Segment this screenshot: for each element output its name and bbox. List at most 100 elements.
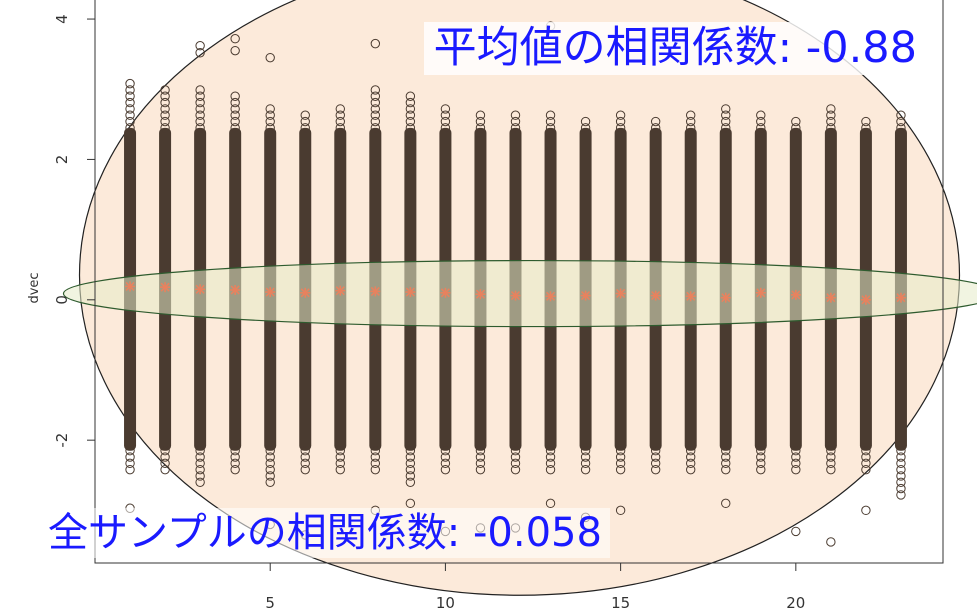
plot-frame xyxy=(94,0,944,564)
data-point xyxy=(440,464,451,475)
group-mean-marker xyxy=(510,290,521,301)
data-point xyxy=(195,452,205,462)
data-point xyxy=(756,458,766,469)
data-point xyxy=(195,446,205,456)
group-mean-marker xyxy=(860,294,871,305)
group-mean-marker xyxy=(790,289,801,300)
data-point xyxy=(370,116,381,127)
data-point xyxy=(861,116,871,127)
data-point xyxy=(650,446,661,456)
data-point xyxy=(370,91,381,101)
data-point xyxy=(686,464,696,475)
data-point xyxy=(615,116,626,127)
data-point xyxy=(896,483,906,494)
data-point xyxy=(195,104,205,114)
data-point xyxy=(791,123,801,133)
data-point xyxy=(580,123,591,133)
data-point xyxy=(615,464,626,475)
data-point xyxy=(545,446,556,456)
data-point xyxy=(510,458,521,469)
data-point xyxy=(475,116,486,127)
data-point xyxy=(265,458,275,469)
data-point xyxy=(370,85,381,95)
data-point xyxy=(405,477,416,487)
x-tick-label: 20 xyxy=(786,594,805,612)
data-point xyxy=(896,123,906,133)
data-point xyxy=(686,123,696,133)
data-point xyxy=(545,110,556,120)
data-point xyxy=(370,464,381,475)
data-point xyxy=(230,458,240,469)
data-point xyxy=(896,464,906,475)
data-point xyxy=(440,110,451,120)
data-point xyxy=(195,458,205,469)
data-point xyxy=(756,110,766,120)
group-mean-marker xyxy=(755,287,766,298)
data-marks xyxy=(124,21,907,547)
data-point xyxy=(230,123,240,133)
data-point xyxy=(405,104,416,114)
data-point xyxy=(440,458,451,469)
data-point xyxy=(475,452,486,462)
group-mean-marker xyxy=(265,287,276,298)
data-point xyxy=(756,116,766,127)
data-point xyxy=(125,123,135,133)
data-point xyxy=(896,446,906,456)
group-mean-marker xyxy=(545,291,556,302)
data-point xyxy=(580,452,591,462)
data-point xyxy=(896,116,906,127)
data-point xyxy=(791,458,801,469)
data-point xyxy=(160,85,170,95)
data-point xyxy=(195,97,205,108)
data-point xyxy=(756,452,766,462)
outlier-point xyxy=(195,48,205,58)
group-mean-marker xyxy=(720,292,731,303)
data-point xyxy=(230,452,240,462)
outlier-point xyxy=(405,498,416,509)
outlier-point xyxy=(230,45,240,56)
data-point xyxy=(370,458,381,469)
data-point xyxy=(721,116,731,127)
group-mean-markers xyxy=(125,281,906,305)
data-point xyxy=(475,446,486,456)
data-point xyxy=(545,123,556,133)
data-point xyxy=(615,446,626,456)
data-point xyxy=(335,452,345,462)
data-point xyxy=(300,452,310,462)
data-point xyxy=(791,446,801,456)
data-point xyxy=(826,110,836,120)
data-point xyxy=(475,110,486,120)
data-point xyxy=(791,452,801,462)
group-mean-marker xyxy=(685,291,696,302)
all-samples-correlation-annotation: 全サンプルの相関係数: -0.058 xyxy=(40,508,610,558)
data-point xyxy=(721,464,731,475)
data-point xyxy=(195,477,205,487)
data-point xyxy=(510,446,521,456)
y-tick-label: 2 xyxy=(53,155,71,165)
data-point xyxy=(405,91,416,101)
data-point xyxy=(721,452,731,462)
data-point xyxy=(265,446,275,456)
data-point xyxy=(335,104,345,114)
data-point xyxy=(896,110,906,120)
group-means-correlation-ellipse xyxy=(63,259,977,328)
data-point xyxy=(335,446,345,456)
data-point xyxy=(545,116,556,127)
data-point xyxy=(686,458,696,469)
data-point xyxy=(230,116,240,127)
data-point xyxy=(756,446,766,456)
data-point xyxy=(615,458,626,469)
data-point xyxy=(826,116,836,127)
data-point xyxy=(125,91,135,101)
data-point xyxy=(160,116,170,127)
data-point xyxy=(195,91,205,101)
data-point xyxy=(405,464,416,475)
data-point xyxy=(125,78,135,89)
data-point xyxy=(370,452,381,462)
data-point xyxy=(580,446,591,456)
data-point xyxy=(721,110,731,120)
data-point xyxy=(826,452,836,462)
data-point xyxy=(440,446,451,456)
data-point xyxy=(300,458,310,469)
data-point xyxy=(335,110,345,120)
